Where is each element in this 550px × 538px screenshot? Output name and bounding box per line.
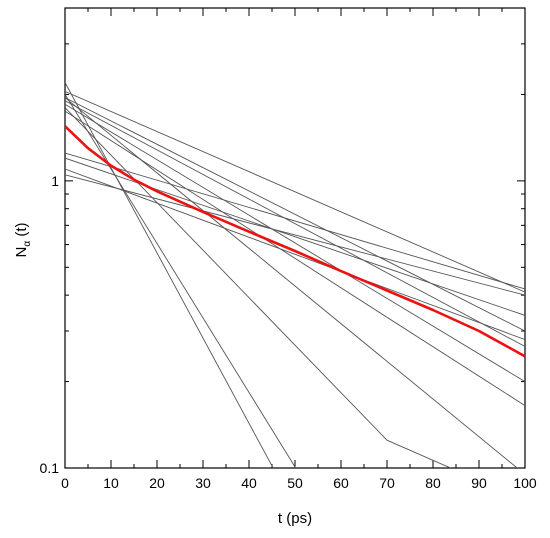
thin-series-line — [65, 90, 525, 293]
y-axis-title-subscript: α — [22, 241, 33, 247]
y-axis-title-main: N — [13, 247, 30, 258]
plot-frame — [64, 7, 526, 469]
x-tick-label: 80 — [425, 475, 441, 491]
x-axis-ticks: 0 10 20 30 40 50 60 70 80 90 100 — [61, 8, 537, 491]
thin-series-line — [65, 157, 525, 316]
y-axis-ticks: 0.11 — [40, 43, 525, 476]
thin-series-line — [65, 110, 525, 406]
thin-series-line — [65, 94, 297, 468]
x-tick-label: 10 — [103, 475, 119, 491]
thin-series-line — [65, 97, 518, 468]
y-tick-label: 1 — [51, 173, 59, 189]
x-tick-label: 90 — [471, 475, 487, 491]
x-tick-label: 20 — [149, 475, 165, 491]
x-tick-label: 100 — [513, 475, 537, 491]
x-tick-label: 70 — [379, 475, 395, 491]
x-tick-label: 0 — [61, 475, 69, 491]
thin-series-line — [65, 152, 525, 290]
thin-series-line — [65, 82, 274, 468]
y-axis-title-suffix: (t) — [13, 223, 30, 241]
x-axis-title: t (ps) — [278, 510, 312, 527]
series-layer — [65, 82, 525, 468]
x-tick-label: 30 — [195, 475, 211, 491]
thin-series-line — [65, 103, 525, 382]
thin-series-line — [65, 97, 525, 332]
x-tick-label: 60 — [333, 475, 349, 491]
mean-series-line — [65, 125, 525, 358]
y-axis-title: Nα (t) — [13, 223, 33, 258]
y-tick-label: 0.1 — [40, 460, 60, 476]
x-tick-label: 50 — [287, 475, 303, 491]
thin-series-line — [65, 100, 525, 347]
thin-series-line — [65, 107, 452, 468]
thin-series-line — [65, 174, 525, 296]
thin-series-line — [65, 168, 525, 341]
x-tick-label: 40 — [241, 475, 257, 491]
